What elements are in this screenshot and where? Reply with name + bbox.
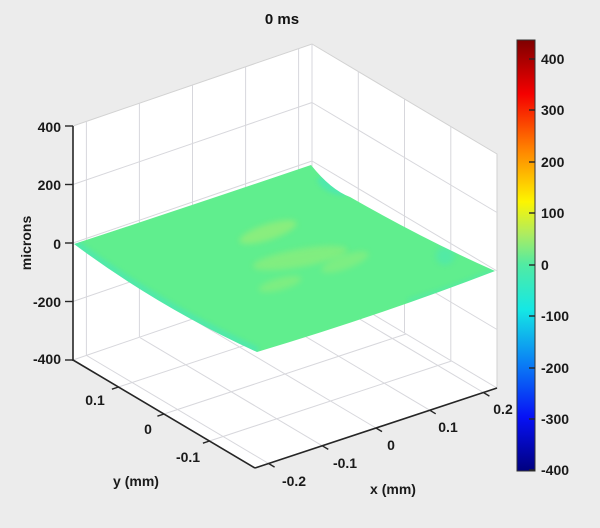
z-tick-label: 0: [53, 236, 61, 252]
surface-bump-2: [252, 245, 348, 271]
z-tick-labels: 400 200 0 -200 -400: [33, 119, 61, 367]
colorbar-tick-labels: 400 300 200 100 0 -100 -200 -300 -400: [541, 51, 569, 478]
colorbar: 400 300 200 100 0 -100 -200 -300 -400: [516, 39, 569, 478]
colorbar-tick-label: -400: [541, 462, 569, 478]
y-tick-label: 0.1: [85, 392, 105, 408]
x-tick-label: 0: [387, 437, 395, 453]
colorbar-tick-label: -200: [541, 360, 569, 376]
z-tick-label: -400: [33, 351, 61, 367]
z-tick-label: 400: [38, 119, 62, 135]
surface-bump-4: [321, 251, 369, 273]
x-tick-label: 0.2: [493, 401, 513, 417]
z-axis-label: microns: [18, 216, 34, 271]
colorbar-tick-label: 200: [541, 154, 565, 170]
colorbar-tick-label: 0: [541, 257, 549, 273]
colorbar-tick-label: 400: [541, 51, 565, 67]
y-tick-label: -0.1: [176, 449, 200, 465]
colorbar-tick-label: 300: [541, 102, 565, 118]
colorbar-tick-label: -300: [541, 411, 569, 427]
x-axis-ticks: [268, 391, 490, 468]
z-tick-label: -200: [33, 294, 61, 310]
x-tick-label: -0.1: [333, 455, 357, 471]
x-tick-label: 0.1: [438, 419, 458, 435]
x-tick-label: -0.2: [282, 473, 306, 489]
z-axis-ticks: [65, 125, 73, 361]
surface-dip-right: [436, 247, 454, 265]
colorbar-tick-label: 100: [541, 205, 565, 221]
x-axis-label: x (mm): [370, 481, 416, 497]
colorbar-tick-label: -100: [541, 308, 569, 324]
x-tick-labels: -0.2 -0.1 0 0.1 0.2: [282, 401, 513, 489]
surface-dip-front-left: [74, 239, 260, 352]
y-tick-label: 0: [144, 421, 152, 437]
z-tick-label: 200: [38, 177, 62, 193]
y-axis-label: y (mm): [113, 473, 159, 489]
plot-title: 0 ms: [265, 11, 299, 28]
colorbar-ticks: [529, 58, 535, 471]
y-tick-labels: 0.1 0 -0.1: [85, 392, 200, 465]
y-axis-ticks: [111, 386, 210, 444]
surface-bump-3: [258, 275, 302, 293]
colorbar-gradient: [516, 39, 536, 472]
surface-bump-1: [239, 220, 297, 244]
